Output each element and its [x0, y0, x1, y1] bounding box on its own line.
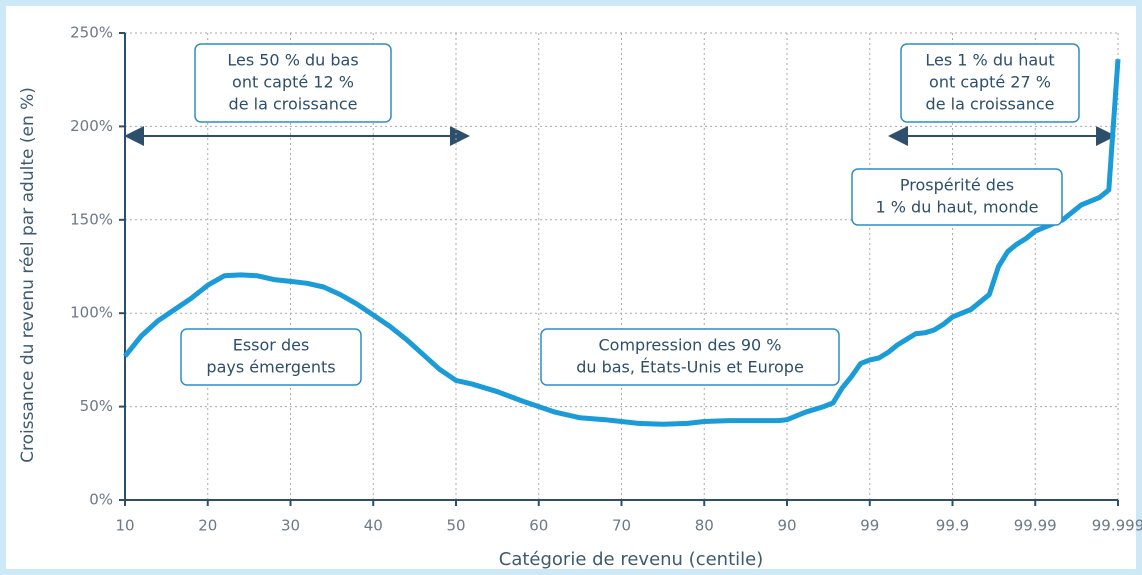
annotation-box — [900, 43, 1080, 123]
x-tick-label: 99.99 — [1014, 517, 1057, 535]
annotation-text: ont capté 12 % — [232, 73, 354, 92]
y-tick-label: 100% — [70, 304, 113, 322]
annotation: Compression des 90 % du bas, États-Unis e… — [540, 328, 840, 386]
annotation: Essor des pays émergents — [180, 328, 362, 386]
x-tick-label: 70 — [612, 517, 631, 535]
x-tick-label: 99.9 — [936, 517, 969, 535]
annotation-text: Les 1 % du haut — [925, 51, 1054, 70]
annotation-text: pays émergents — [206, 358, 335, 377]
x-tick-label: 20 — [198, 517, 217, 535]
y-tick-label: 0% — [89, 491, 113, 509]
annotation-text: Essor des — [233, 336, 310, 355]
y-tick-label: 200% — [70, 117, 113, 135]
x-tick-label: 60 — [529, 517, 548, 535]
annotation-text: 1 % du haut, monde — [876, 198, 1039, 217]
x-tick-label: 90 — [777, 517, 796, 535]
annotation-text: Compression des 90 % — [599, 336, 782, 355]
annotation: Les 50 % du bas ont capté 12 % de la crois… — [194, 43, 392, 123]
x-tick-label: 50 — [446, 517, 465, 535]
x-tick-label: 10 — [115, 517, 134, 535]
x-tick-label: 99 — [860, 517, 879, 535]
x-axis-label: Catégorie de revenu (centile) — [499, 549, 764, 570]
annotation: Les 1 % du haut ont capté 27 % de la crois… — [900, 43, 1080, 123]
y-axis-label: Croissance du revenu réel par adulte (en… — [18, 87, 38, 463]
annotation-text: Les 50 % du bas — [227, 51, 358, 70]
annotation-text: du bas, États-Unis et Europe — [576, 358, 804, 377]
y-tick-label: 150% — [70, 210, 113, 228]
annotation-text: Prospérité des — [900, 176, 1014, 195]
x-tick-label: 99.999 — [1092, 517, 1142, 535]
annotation-box — [194, 43, 392, 123]
x-tick-label: 80 — [695, 517, 714, 535]
annotation: Prospérité des 1 % du haut, monde — [851, 168, 1063, 226]
y-tick-label: 250% — [70, 24, 113, 42]
annotation-box — [851, 168, 1063, 226]
x-tick-label: 30 — [281, 517, 300, 535]
annotation-box — [540, 328, 840, 386]
annotation-text: ont capté 27 % — [929, 73, 1051, 92]
y-tick-label: 50% — [80, 397, 113, 415]
x-tick-label: 40 — [364, 517, 383, 535]
annotation-text: de la croissance — [229, 95, 358, 114]
annotation-text: de la croissance — [926, 95, 1055, 114]
data-line — [123, 59, 1121, 427]
annotation-box — [180, 328, 362, 386]
